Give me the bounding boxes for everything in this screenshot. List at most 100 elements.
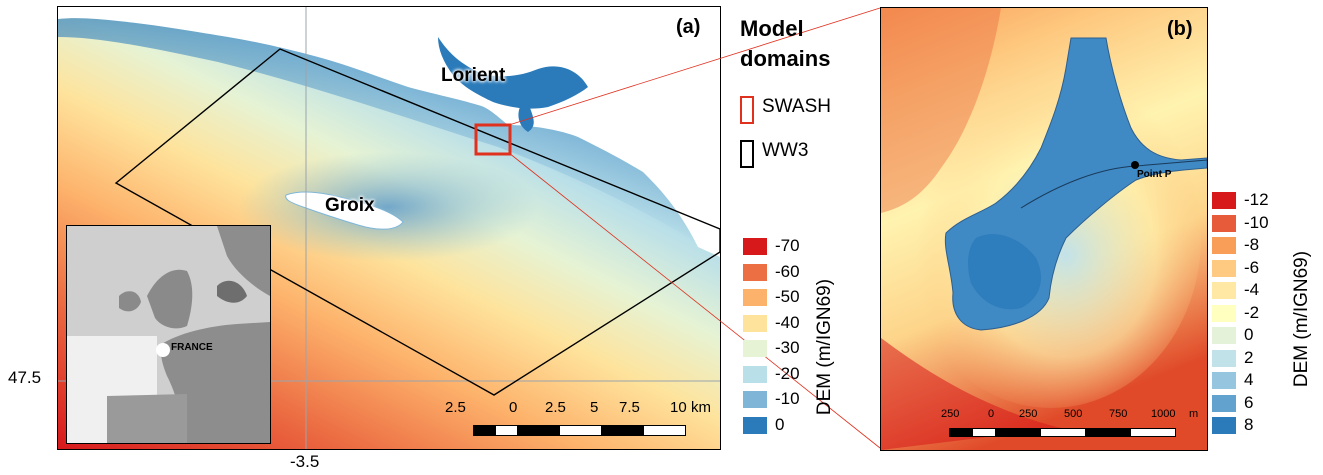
scale-bar-b: 250 0 250 500 750 1000 m	[931, 408, 1207, 444]
dem-b-legend-item: -6	[1212, 258, 1282, 281]
swash-swatch	[740, 96, 754, 124]
dem-b-legend-swatch	[1212, 259, 1236, 277]
dem-b-legend-item: 4	[1212, 370, 1282, 393]
dem-a-legend-swatch	[743, 340, 767, 357]
dem-b-legend-item: -2	[1212, 303, 1282, 326]
dem-legend-a: -70 -60 -50 -40 -30 -20 -10 0	[743, 236, 843, 446]
scale-tick-label: 0	[988, 408, 995, 420]
dem-b-legend-swatch	[1212, 372, 1236, 389]
dem-b-legend-label: -8	[1244, 235, 1260, 254]
panel-label-a: (a)	[676, 16, 701, 38]
dem-b-legend-item: 8	[1212, 415, 1282, 438]
dem-b-legend-label: -2	[1244, 302, 1260, 322]
ww3-swatch	[740, 140, 754, 168]
dem-a-legend-item: -20	[743, 364, 843, 390]
dem-b-legend-label: 4	[1244, 370, 1254, 389]
model-domains-legend: Model domains SWASH WW3	[740, 14, 860, 194]
dem-b-legend-item: -8	[1212, 235, 1282, 258]
dem-a-legend-item: -10	[743, 389, 843, 415]
place-label-lorient: Lorient	[441, 65, 506, 86]
dem-b-legend-item: 6	[1212, 393, 1282, 416]
dem-a-legend-item: -60	[743, 262, 843, 288]
dem-a-legend-item: 0	[743, 415, 843, 441]
dem-a-legend-swatch	[743, 391, 767, 408]
panel-label-b: (b)	[1167, 18, 1193, 40]
scale-tick-label: 2.5	[445, 399, 466, 416]
dem-legend-b-title-box: DEM (m/IGN69)	[1282, 190, 1322, 450]
dem-a-legend-label: -60	[775, 261, 800, 281]
scale-tick-label: 2.5	[545, 399, 566, 416]
dem-b-legend-label: 0	[1244, 325, 1254, 344]
dem-b-legend-item: -4	[1212, 280, 1282, 303]
dem-legend-b: -12 -10 -8 -6 -4 -2 0 2 4 6 8	[1212, 190, 1282, 450]
scale-tick-label: 10	[670, 399, 687, 416]
dem-b-legend-label: 2	[1244, 347, 1254, 367]
scale-tick-label: 1000	[1151, 408, 1176, 420]
europe-inset-map	[67, 226, 270, 443]
scale-tick-label: 0	[509, 399, 518, 416]
dem-a-legend-swatch	[743, 238, 767, 255]
dem-a-legend-swatch	[743, 365, 767, 383]
dem-a-legend-swatch	[743, 263, 767, 281]
inset-locator-map: FRANCE	[66, 225, 271, 444]
dem-a-legend-label: -10	[775, 389, 800, 408]
scale-tick-label: 250	[1019, 408, 1038, 420]
scale-tick-label: 7.5	[619, 399, 640, 416]
scale-unit-label: km	[691, 399, 711, 416]
dem-a-legend-label: -70	[775, 236, 800, 255]
place-label-groix: Groix	[325, 195, 375, 216]
dem-b-legend-item: -12	[1212, 190, 1282, 213]
dem-a-legend-label: -30	[775, 338, 800, 357]
dem-b-legend-label: -6	[1244, 257, 1260, 277]
longitude-label: -3.5	[290, 452, 320, 471]
legend-title-line2: domains	[740, 46, 831, 71]
dem-b-legend-label: 6	[1244, 392, 1254, 412]
scale-unit-label: m	[1189, 408, 1199, 420]
latitude-label: 47.5	[8, 368, 42, 387]
point-p-label: Point P	[1137, 169, 1172, 180]
dem-b-legend-label: -4	[1244, 280, 1260, 299]
legend-title-line1: Model	[740, 16, 804, 41]
dem-a-legend-label: -50	[775, 287, 800, 306]
dem-b-legend-item: -10	[1212, 213, 1282, 236]
map-panel-b: (b) Point P 250 0 250 500 750 1000 m	[880, 7, 1208, 451]
legend-item-swash: SWASH	[762, 96, 831, 117]
dem-b-legend-swatch	[1212, 304, 1236, 322]
dem-a-legend-item: -40	[743, 313, 843, 339]
dem-b-legend-swatch	[1212, 349, 1236, 367]
scale-tick-label: 500	[1064, 408, 1083, 420]
dem-a-legend-item: -70	[743, 236, 843, 262]
dem-b-legend-swatch	[1212, 192, 1236, 209]
dem-a-legend-item: -30	[743, 338, 843, 364]
dem-legend-a-title: DEM (m/IGN69)	[814, 278, 835, 416]
dem-b-legend-label: -10	[1244, 212, 1269, 232]
dem-legend-b-title: DEM (m/IGN69)	[1291, 250, 1312, 388]
topography-map-b	[881, 8, 1207, 450]
dem-a-legend-item: -50	[743, 287, 843, 313]
dem-b-legend-swatch	[1212, 282, 1236, 299]
dem-legend-a-title-box: DEM (m/IGN69)	[806, 252, 846, 442]
dem-b-legend-item: 0	[1212, 325, 1282, 348]
scale-tick-label: 5	[590, 399, 599, 416]
dem-b-legend-swatch	[1212, 214, 1236, 232]
dem-a-legend-label: -40	[775, 312, 800, 332]
dem-b-legend-label: 8	[1244, 415, 1254, 434]
dem-a-legend-label: -20	[775, 363, 800, 383]
legend-item-ww3: WW3	[762, 140, 809, 161]
dem-a-legend-swatch	[743, 314, 767, 332]
map-panel-a: FRANCE (a) Lorient Groix 2.5 0 2.5 5 7.5…	[57, 6, 721, 450]
dem-a-legend-swatch	[743, 289, 767, 306]
inset-country-label: FRANCE	[171, 342, 213, 353]
dem-b-legend-label: -12	[1244, 190, 1269, 209]
dem-b-legend-swatch	[1212, 327, 1236, 344]
scale-bar-a: 2.5 0 2.5 5 7.5 10 km	[445, 399, 713, 439]
dem-b-legend-swatch	[1212, 394, 1236, 412]
dem-a-legend-swatch	[743, 416, 767, 434]
scale-tick-label: 250	[941, 408, 960, 420]
dem-a-legend-label: 0	[775, 414, 785, 434]
scale-tick-label: 750	[1109, 408, 1128, 420]
dem-b-legend-swatch	[1212, 417, 1236, 434]
dem-b-legend-item: 2	[1212, 348, 1282, 371]
dem-b-legend-swatch	[1212, 237, 1236, 254]
